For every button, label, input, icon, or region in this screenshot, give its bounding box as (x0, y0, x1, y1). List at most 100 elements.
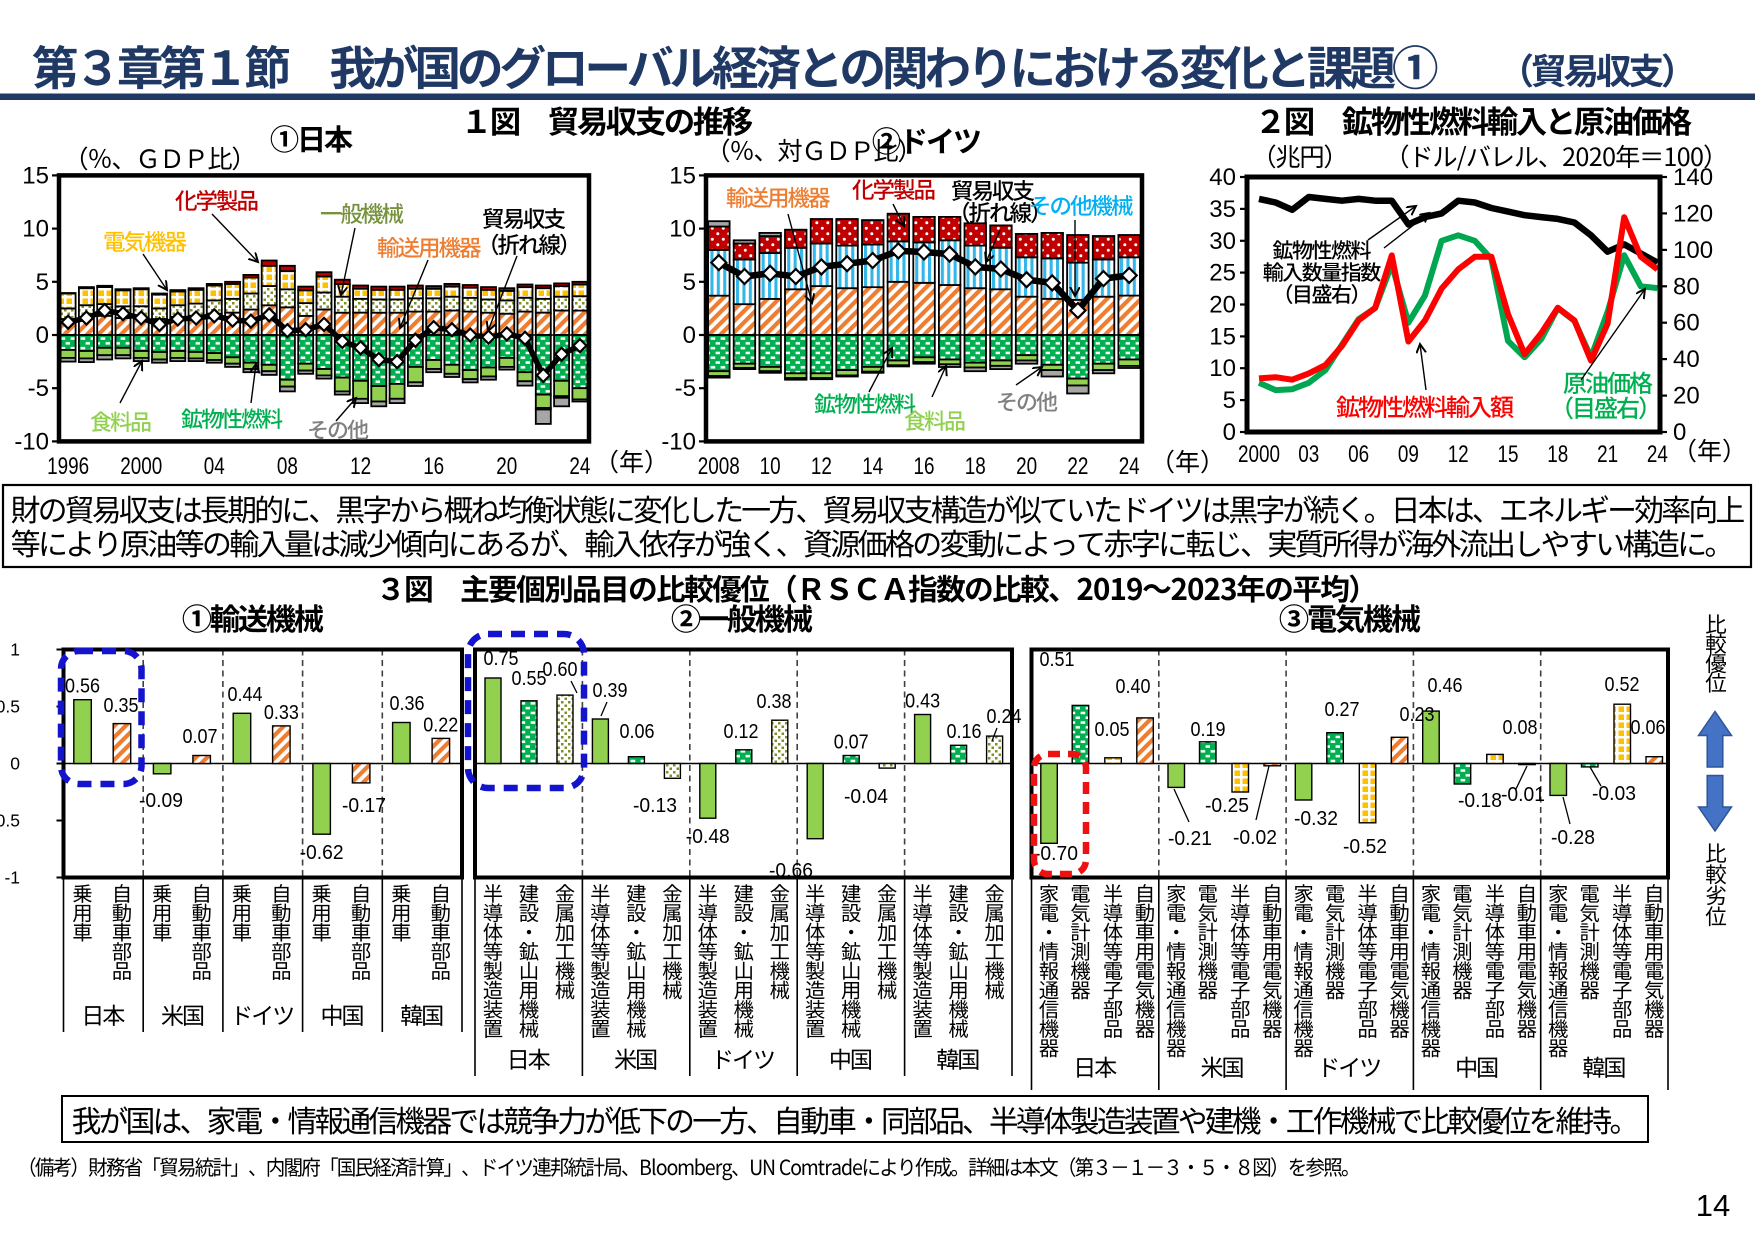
svg-text:0.35: 0.35 (104, 694, 139, 717)
svg-text:-0.32: -0.32 (1294, 807, 1338, 830)
svg-text:0.07: 0.07 (183, 725, 218, 748)
svg-text:-0.5: -0.5 (0, 811, 20, 831)
svg-text:03: 03 (1298, 441, 1319, 468)
svg-text:18: 18 (965, 453, 986, 480)
svg-text:24: 24 (1647, 441, 1668, 468)
svg-text:12: 12 (1448, 441, 1469, 468)
svg-text:-0.02: -0.02 (1233, 826, 1277, 849)
svg-text:2000: 2000 (120, 453, 162, 480)
svg-text:10: 10 (1209, 355, 1236, 382)
svg-text:10: 10 (760, 453, 781, 480)
svg-text:0.27: 0.27 (1325, 698, 1360, 721)
svg-text:-0.48: -0.48 (686, 825, 730, 848)
svg-text:0.08: 0.08 (1503, 716, 1538, 739)
svg-text:08: 08 (277, 453, 298, 480)
svg-text:24: 24 (569, 453, 590, 480)
svg-text:14: 14 (1696, 1188, 1730, 1223)
svg-text:0.52: 0.52 (1605, 673, 1640, 696)
svg-text:15: 15 (1209, 323, 1236, 350)
svg-text:0: 0 (683, 322, 696, 349)
svg-text:15: 15 (669, 162, 696, 189)
svg-text:-0.62: -0.62 (300, 841, 344, 864)
svg-text:35: 35 (1209, 196, 1236, 223)
svg-text:20: 20 (1016, 453, 1037, 480)
svg-text:09: 09 (1398, 441, 1419, 468)
svg-text:-0.04: -0.04 (844, 785, 888, 808)
svg-text:15: 15 (22, 162, 49, 189)
svg-text:0: 0 (10, 754, 20, 774)
svg-text:0.36: 0.36 (390, 692, 425, 715)
svg-text:-0.28: -0.28 (1551, 826, 1595, 849)
svg-text:12: 12 (811, 453, 832, 480)
svg-text:-0.09: -0.09 (139, 789, 183, 812)
svg-text:0.19: 0.19 (1191, 718, 1226, 741)
svg-text:0.51: 0.51 (1040, 648, 1075, 671)
svg-text:0.5: 0.5 (0, 697, 20, 717)
svg-text:0: 0 (1673, 419, 1686, 446)
svg-text:-0.18: -0.18 (1458, 789, 1502, 812)
svg-text:14: 14 (862, 453, 883, 480)
svg-text:100: 100 (1673, 237, 1713, 264)
svg-text:60: 60 (1673, 310, 1700, 337)
svg-text:0.40: 0.40 (1116, 675, 1151, 698)
svg-text:18: 18 (1547, 441, 1568, 468)
svg-text:-0.03: -0.03 (1592, 782, 1636, 805)
svg-text:24: 24 (1119, 453, 1140, 480)
svg-text:0.46: 0.46 (1428, 674, 1463, 697)
svg-text:-0.70: -0.70 (1034, 842, 1078, 865)
svg-text:-10: -10 (661, 428, 696, 455)
svg-text:1: 1 (10, 640, 20, 660)
svg-text:-0.21: -0.21 (1168, 827, 1212, 850)
svg-text:1996: 1996 (47, 453, 89, 480)
svg-text:16: 16 (914, 453, 935, 480)
svg-text:0.07: 0.07 (834, 731, 869, 754)
svg-text:20: 20 (1209, 292, 1236, 319)
svg-text:-5: -5 (28, 375, 49, 402)
svg-text:120: 120 (1673, 200, 1713, 227)
svg-text:0: 0 (1223, 419, 1236, 446)
svg-text:0.16: 0.16 (947, 720, 982, 743)
svg-text:15: 15 (1498, 441, 1519, 468)
svg-text:0.24: 0.24 (987, 705, 1022, 728)
svg-text:10: 10 (22, 216, 49, 243)
svg-text:-5: -5 (675, 375, 696, 402)
svg-text:0.22: 0.22 (423, 713, 458, 736)
svg-text:-10: -10 (14, 428, 49, 455)
svg-text:140: 140 (1673, 164, 1713, 191)
svg-text:21: 21 (1597, 441, 1618, 468)
svg-text:0.12: 0.12 (724, 720, 759, 743)
svg-text:06: 06 (1348, 441, 1369, 468)
svg-text:0.60: 0.60 (543, 658, 578, 681)
svg-text:-0.17: -0.17 (342, 794, 386, 817)
svg-text:20: 20 (1673, 383, 1700, 410)
svg-text:2008: 2008 (698, 453, 740, 480)
svg-text:0.06: 0.06 (1631, 716, 1666, 739)
svg-text:16: 16 (423, 453, 444, 480)
svg-text:-0.13: -0.13 (633, 794, 677, 817)
svg-text:5: 5 (36, 269, 49, 296)
svg-text:40: 40 (1209, 164, 1236, 191)
svg-text:0.23: 0.23 (1400, 703, 1435, 726)
svg-text:0.33: 0.33 (264, 701, 299, 724)
svg-text:30: 30 (1209, 228, 1236, 255)
svg-text:-1: -1 (4, 868, 20, 888)
svg-text:0.55: 0.55 (512, 667, 547, 690)
svg-text:0.44: 0.44 (228, 683, 263, 706)
svg-text:0.38: 0.38 (757, 690, 792, 713)
svg-text:25: 25 (1209, 260, 1236, 287)
svg-text:0.39: 0.39 (593, 679, 628, 702)
svg-text:12: 12 (350, 453, 371, 480)
svg-text:0.05: 0.05 (1095, 718, 1130, 741)
svg-text:04: 04 (204, 453, 225, 480)
svg-text:80: 80 (1673, 273, 1700, 300)
svg-text:10: 10 (669, 216, 696, 243)
svg-text:-0.52: -0.52 (1343, 835, 1387, 858)
svg-text:2000: 2000 (1238, 441, 1280, 468)
svg-text:5: 5 (683, 269, 696, 296)
svg-text:5: 5 (1223, 387, 1236, 414)
svg-text:-0.01: -0.01 (1501, 783, 1545, 806)
svg-text:22: 22 (1067, 453, 1088, 480)
svg-text:0: 0 (36, 322, 49, 349)
svg-text:0.43: 0.43 (905, 690, 940, 713)
svg-text:20: 20 (496, 453, 517, 480)
